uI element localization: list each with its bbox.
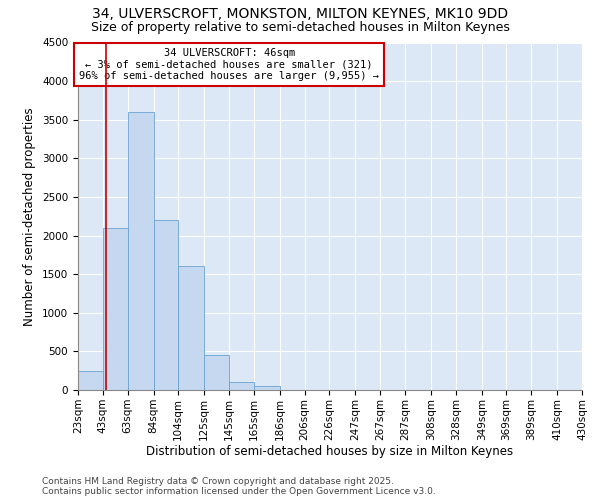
Bar [103, 228, 128, 390]
Text: 34 ULVERSCROFT: 46sqm
← 3% of semi-detached houses are smaller (321)
96% of semi: 34 ULVERSCROFT: 46sqm ← 3% of semi-detac… [79, 48, 379, 81]
Text: Contains HM Land Registry data © Crown copyright and database right 2025.
Contai: Contains HM Land Registry data © Crown c… [42, 476, 436, 496]
Bar [128, 112, 154, 390]
Bar [178, 266, 205, 390]
Bar [205, 355, 229, 390]
X-axis label: Distribution of semi-detached houses by size in Milton Keynes: Distribution of semi-detached houses by … [146, 446, 514, 458]
Bar [254, 386, 280, 390]
Bar [154, 220, 178, 390]
Bar [78, 370, 103, 390]
Text: 34, ULVERSCROFT, MONKSTON, MILTON KEYNES, MK10 9DD: 34, ULVERSCROFT, MONKSTON, MILTON KEYNES… [92, 8, 508, 22]
Text: Size of property relative to semi-detached houses in Milton Keynes: Size of property relative to semi-detach… [91, 21, 509, 34]
Bar [229, 382, 254, 390]
Y-axis label: Number of semi-detached properties: Number of semi-detached properties [23, 107, 37, 326]
